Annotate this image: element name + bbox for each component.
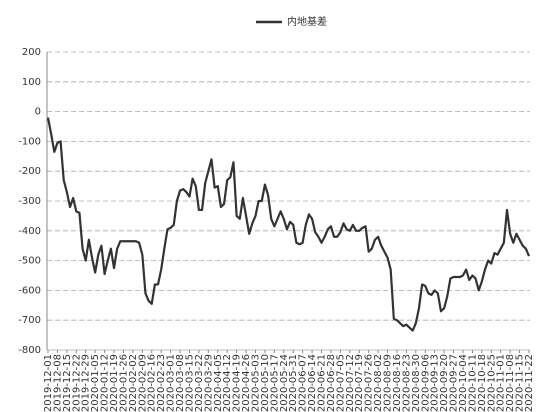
x-tick-label: 2020-03-29 [203,354,214,412]
y-tick-label: -100 [18,136,41,147]
x-tick-label: 2019-12-01 [43,354,54,412]
x-tick-label: 2020-06-07 [298,354,309,412]
x-tick-label: 2020-07-19 [354,354,365,412]
x-tick-label: 2020-04-26 [241,354,252,412]
x-tick-label: 2020-07-12 [345,354,356,412]
x-tick-label: 2020-06-14 [307,354,318,412]
x-tick-label: 2020-09-06 [420,354,431,412]
x-tick-label: 2020-05-10 [260,354,271,412]
x-tick-label: 2020-01-19 [109,354,120,412]
x-tick-label: 2020-10-18 [477,354,488,412]
x-tick-label: 2020-08-02 [373,354,384,412]
x-tick-label: 2019-12-29 [81,354,92,412]
x-tick-label: 2020-11-22 [524,354,535,412]
y-tick-label: -700 [18,315,41,326]
x-tick-label: 2019-12-22 [71,354,82,412]
x-tick-label: 2020-03-01 [166,354,177,412]
x-tick-label: 2020-08-16 [392,354,403,412]
x-tick-label: 2020-01-05 [90,354,101,412]
x-tick-label: 2020-10-04 [458,354,469,412]
line-series [46,117,531,332]
y-tick-label: -600 [18,285,41,296]
x-tick-label: 2020-05-31 [288,354,299,412]
x-tick-label: 2020-11-15 [515,354,526,412]
x-tick-label: 2020-09-20 [439,354,450,412]
x-tick-label: 2020-11-01 [496,354,507,412]
x-tick-label: 2020-08-09 [383,354,394,412]
x-tick-label: 2020-05-24 [279,354,290,412]
x-tick-label: 2019-12-15 [62,354,73,412]
legend-label: 内地基差 [287,15,327,28]
y-tick-label: 200 [22,47,41,58]
x-tick-label: 2020-04-19 [232,354,243,412]
x-tick-label: 2020-03-22 [194,354,205,412]
x-tick-label: 2020-01-26 [118,354,129,412]
x-tick-label: 2020-08-23 [401,354,412,412]
x-tick-label: 2020-10-11 [467,354,478,412]
x-tick-label: 2020-04-05 [213,354,224,412]
x-tick-label: 2020-09-27 [449,354,460,412]
x-tick-label: 2020-07-05 [335,354,346,412]
x-tick-label: 2020-04-12 [222,354,233,412]
x-tick-label: 2020-02-23 [156,354,167,412]
x-tick-label: 2020-06-28 [326,354,337,412]
x-tick-label: 2020-10-25 [486,354,497,412]
x-tick-label: 2020-06-21 [317,354,328,412]
x-tick-label: 2020-05-03 [250,354,261,412]
y-tick-label: -800 [18,345,41,356]
x-tick-label: 2020-11-08 [505,354,516,412]
x-tick-label: 2020-02-09 [137,354,148,412]
x-tick-label: 2020-09-13 [430,354,441,412]
x-tick-label: 2020-07-26 [364,354,375,412]
y-tick-label: -200 [18,166,41,177]
x-tick-label: 2020-02-16 [147,354,158,412]
y-tick-label: -400 [18,226,41,237]
y-tick-label: -500 [18,256,41,267]
y-tick-label: 0 [35,107,41,118]
x-tick-label: 2020-03-08 [175,354,186,412]
y-tick-label: 100 [22,77,41,88]
x-tick-label: 2019-12-08 [52,354,63,412]
x-tick-label: 2020-02-02 [128,354,139,412]
y-tick-label: -300 [18,196,41,207]
x-tick-label: 2020-05-17 [269,354,280,412]
x-tick-label: 2020-03-15 [184,354,195,412]
x-tick-label: 2020-08-30 [411,354,422,412]
x-tick-label: 2020-01-12 [100,354,111,412]
